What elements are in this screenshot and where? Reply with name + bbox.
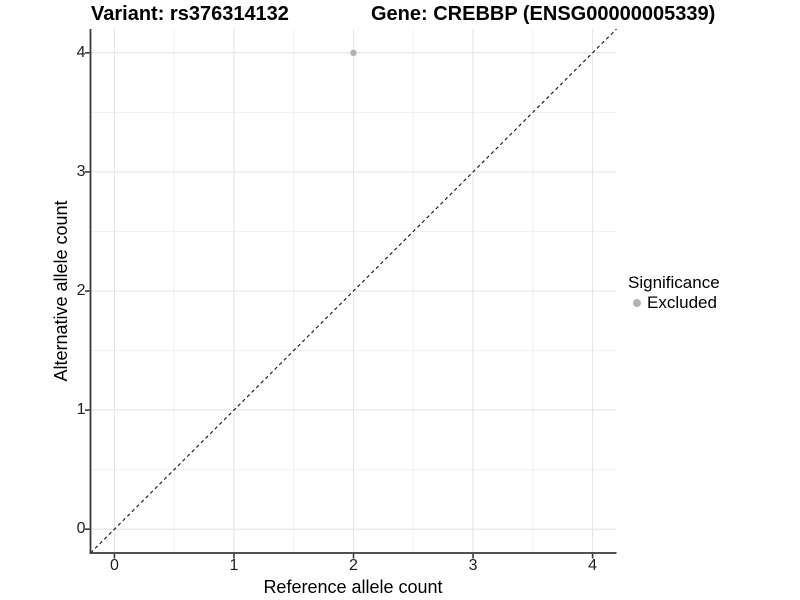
y-tick-label: 3 — [76, 162, 86, 180]
y-tick-label: 1 — [76, 401, 86, 419]
y-tick-label: 2 — [76, 282, 86, 299]
plot-title-variant: Variant: rs376314132 — [91, 3, 289, 25]
data-point — [350, 49, 357, 57]
x-tick-label: 4 — [588, 557, 598, 574]
identity-dashed-line — [90, 28, 617, 554]
legend-title: Significance — [628, 273, 720, 292]
y-tick-label: 4 — [76, 43, 86, 61]
plot-title-gene: Gene: CREBBP (ENSG00000005339) — [371, 3, 716, 25]
x-tick-label: 1 — [229, 557, 239, 574]
x-tick-label: 3 — [468, 557, 478, 574]
y-tick-label: 0 — [76, 520, 86, 538]
y-axis-title: Alternative allele count — [51, 200, 71, 382]
legend-entry-excluded: Excluded — [628, 294, 720, 312]
legend-entry-label: Excluded — [647, 293, 717, 312]
x-axis-title: Reference allele count — [263, 577, 443, 597]
x-tick-label: 2 — [349, 557, 358, 574]
legend: Significance Excluded — [628, 272, 720, 312]
x-tick-label: 0 — [109, 557, 119, 574]
excluded-point-icon — [633, 299, 641, 307]
